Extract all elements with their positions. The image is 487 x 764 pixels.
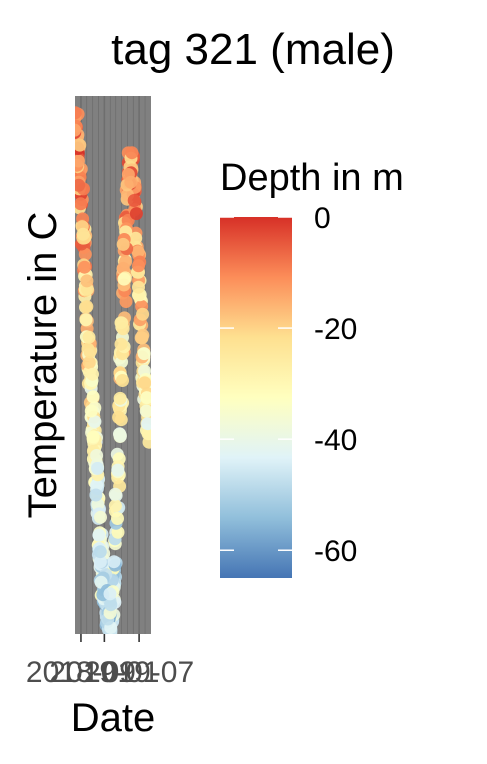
data-point bbox=[84, 404, 98, 418]
data-point bbox=[94, 510, 107, 524]
data-point bbox=[127, 194, 141, 207]
x-tick-label: 2019-01 bbox=[49, 656, 159, 689]
data-point bbox=[88, 415, 102, 429]
data-point bbox=[112, 410, 126, 424]
data-point bbox=[80, 274, 94, 288]
data-point bbox=[107, 555, 121, 569]
legend-tick-label: -20 bbox=[314, 313, 357, 346]
y-axis-title: Temperature in C bbox=[21, 212, 65, 519]
data-point bbox=[137, 347, 151, 361]
legend-tick-label: -60 bbox=[314, 535, 357, 568]
data-point bbox=[113, 427, 127, 441]
data-point bbox=[78, 260, 91, 274]
x-tick-label: 2018-09 bbox=[26, 656, 136, 689]
data-point bbox=[132, 259, 145, 273]
chart-title: tag 321 (male) bbox=[111, 25, 395, 74]
data-point bbox=[136, 307, 150, 321]
data-point bbox=[135, 331, 149, 345]
data-point bbox=[139, 404, 151, 418]
data-point bbox=[75, 138, 87, 152]
data-point bbox=[111, 463, 125, 477]
data-point bbox=[75, 197, 88, 211]
color-legend: Depth in m 0 -20 -40 -60 bbox=[220, 157, 404, 578]
data-point bbox=[131, 245, 145, 259]
data-point bbox=[93, 545, 107, 559]
data-point bbox=[108, 499, 122, 513]
data-point bbox=[78, 247, 92, 261]
data-point bbox=[108, 487, 122, 501]
data-point bbox=[75, 178, 86, 192]
data-point bbox=[86, 430, 100, 444]
data-point bbox=[82, 330, 96, 344]
data-point bbox=[140, 391, 151, 405]
legend-tick-label: -40 bbox=[314, 424, 357, 457]
data-point bbox=[91, 461, 105, 475]
data-point bbox=[141, 427, 151, 441]
data-point bbox=[114, 316, 128, 330]
data-point bbox=[83, 345, 97, 359]
data-point bbox=[111, 512, 124, 525]
data-point bbox=[82, 356, 96, 369]
data-point bbox=[103, 587, 117, 601]
data-point bbox=[75, 154, 85, 168]
data-point bbox=[80, 300, 94, 314]
data-point bbox=[132, 280, 145, 294]
data-point bbox=[90, 449, 104, 462]
plot-panel bbox=[75, 96, 151, 634]
data-point bbox=[86, 367, 99, 381]
legend-tick-label: 0 bbox=[314, 202, 331, 235]
data-point bbox=[116, 237, 130, 251]
legend-ticks: 0 -20 -40 -60 bbox=[220, 202, 357, 568]
data-point bbox=[76, 227, 90, 241]
data-point bbox=[93, 555, 107, 569]
data-point bbox=[114, 337, 128, 351]
data-point bbox=[104, 598, 118, 612]
data-point bbox=[75, 106, 82, 120]
data-point bbox=[113, 391, 127, 405]
data-point bbox=[117, 272, 131, 286]
data-point bbox=[141, 417, 151, 431]
data-point bbox=[90, 478, 104, 492]
data-point bbox=[138, 376, 151, 390]
data-point bbox=[125, 146, 139, 160]
data-points bbox=[75, 106, 151, 634]
data-point bbox=[124, 175, 138, 189]
data-point bbox=[116, 374, 129, 387]
data-point bbox=[75, 123, 82, 137]
x-axis-title: Date bbox=[71, 696, 156, 740]
data-point bbox=[79, 313, 93, 327]
data-point bbox=[119, 255, 133, 269]
data-point bbox=[119, 295, 133, 308]
data-point bbox=[89, 488, 103, 502]
legend-title: Depth in m bbox=[220, 157, 404, 199]
x-tick-label: 2019-07 bbox=[84, 656, 194, 689]
data-point bbox=[86, 390, 100, 404]
data-point bbox=[92, 528, 106, 542]
data-point bbox=[129, 207, 143, 221]
legend-colorbar bbox=[220, 217, 292, 578]
